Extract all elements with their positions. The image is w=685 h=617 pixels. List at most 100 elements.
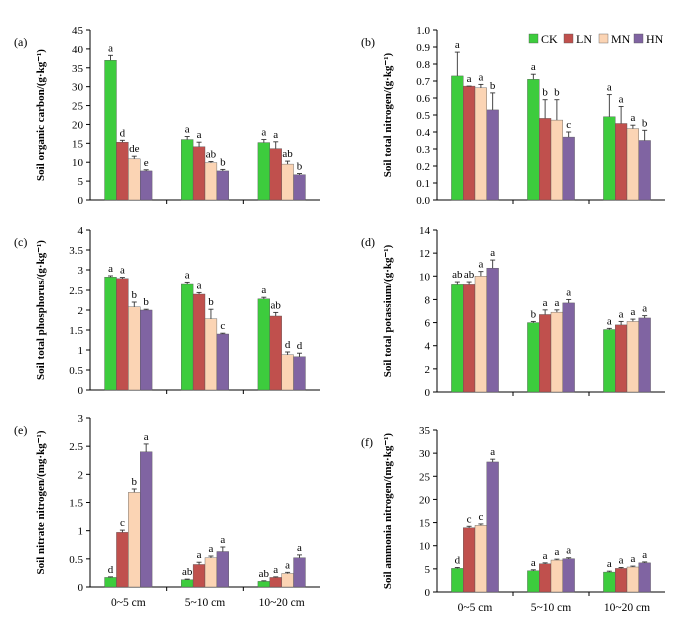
y-tick-label: 4 [425, 341, 431, 353]
significance-letter: d [285, 339, 291, 351]
y-tick-label: 1.0 [416, 25, 430, 37]
y-tick-label: 0.5 [416, 110, 430, 122]
y-tick-label: 35 [419, 425, 431, 437]
y-tick-label: 1.5 [69, 498, 83, 510]
significance-letter: a [543, 550, 548, 562]
y-tick-label: 0.3 [416, 144, 430, 156]
y-tick-label: 0.5 [69, 554, 83, 566]
significance-letter: a [220, 534, 225, 546]
bar-hn [140, 170, 153, 201]
significance-letter: a [619, 94, 624, 106]
significance-letter: a [490, 446, 495, 458]
bar-hn [140, 451, 153, 588]
x-category-label: 10~20 cm [604, 602, 650, 614]
y-tick-label: 1 [78, 345, 84, 357]
significance-letter: a [285, 559, 290, 571]
y-tick-label: 2 [78, 469, 84, 481]
bar-ln [615, 123, 628, 201]
significance-letter: b [297, 161, 303, 173]
panel-label: (f) [361, 435, 373, 449]
y-tick-label: 3 [78, 265, 84, 277]
significance-letter: c [566, 119, 571, 131]
bar-mn [281, 163, 294, 201]
bar-mn [474, 87, 487, 201]
bar-ck [181, 579, 194, 588]
y-tick-label: 5 [425, 564, 431, 576]
bar-hn [486, 109, 499, 201]
chart-panel-b: (b) Soil total nitrogen/(g·kg⁻¹) 0.0 0.1 0.2… [361, 25, 665, 207]
bar-ln [539, 314, 552, 393]
bar-ck [603, 116, 616, 201]
y-tick-label: 4 [78, 225, 84, 237]
significance-letter: e [144, 157, 149, 169]
significance-letter: b [531, 308, 537, 320]
panel-label: (a) [14, 35, 27, 49]
legend-label-hn: HN [646, 32, 664, 46]
bar-ck [104, 60, 117, 201]
bar-ln [269, 577, 282, 588]
bar-ln [192, 146, 206, 201]
y-tick-label: 0.0 [416, 195, 430, 207]
significance-letter: de [129, 143, 140, 155]
bar-ln [116, 278, 129, 391]
significance-letter: b [490, 80, 496, 92]
y-tick-label: 2 [78, 305, 84, 317]
significance-letter: a [197, 279, 202, 291]
y-tick-label: 0 [425, 387, 431, 399]
significance-letter: b [132, 289, 138, 301]
bar-mn [204, 557, 218, 588]
y-tick-label: 2.5 [69, 441, 83, 453]
bar-ck [104, 277, 117, 391]
significance-letter: a [543, 297, 548, 309]
significance-letter: a [630, 553, 635, 565]
bar-ck [603, 329, 616, 393]
significance-letter: a [197, 129, 202, 141]
bar-hn [140, 309, 153, 391]
bar-ln [192, 564, 206, 588]
y-tick-label: 3.5 [69, 245, 83, 257]
y-tick-label: 35 [72, 63, 84, 75]
significance-letter: a [261, 127, 266, 139]
bar-ck [181, 283, 194, 391]
y-axis-label: Soil nitrate nitrogen/(mg·kg⁻¹) [35, 430, 47, 574]
y-tick-label: 0.5 [69, 365, 83, 377]
bar-ck [527, 322, 540, 393]
bar-ln [463, 527, 476, 593]
y-axis-label: Soil organic carbon/(g·kg⁻¹) [35, 49, 47, 181]
bar-mn [128, 158, 141, 201]
y-tick-label: 8 [425, 294, 431, 306]
significance-letter: a [630, 306, 635, 318]
significance-letter: a [185, 269, 190, 281]
y-tick-label: 10 [72, 157, 84, 169]
significance-letter: ab [206, 148, 217, 160]
chart-panel-f: (f) Soil ammonia nitrogen/(mg·kg⁻¹) 0 5 10 15… [361, 425, 665, 614]
legend-label-ln: LN [576, 32, 592, 46]
bar-hn [216, 170, 229, 201]
bar-mn [204, 318, 218, 391]
y-tick-label: 0 [78, 385, 84, 397]
bar-ln [539, 118, 552, 201]
significance-letter: a [197, 549, 202, 561]
significance-letter: ab [452, 269, 463, 281]
panel-label: (b) [361, 35, 375, 49]
bar-hn [293, 356, 306, 391]
panel-label: (c) [14, 235, 27, 249]
bar-ck [104, 577, 117, 588]
y-tick-label: 10 [419, 541, 431, 553]
bar-mn [626, 566, 639, 593]
significance-letter: ab [271, 299, 282, 311]
significance-letter: a [531, 61, 536, 73]
significance-letter: a [455, 39, 460, 51]
significance-letter: b [143, 296, 149, 308]
y-tick-label: 40 [72, 44, 84, 56]
legend-swatch-ck [528, 33, 539, 44]
y-tick-label: 20 [72, 119, 84, 131]
y-axis-label: Soil total nitrogen/(g·kg⁻¹) [382, 52, 394, 177]
y-tick-label: 14 [419, 225, 431, 237]
bar-hn [216, 333, 229, 391]
y-tick-label: 0.6 [416, 93, 430, 105]
y-tick-label: 0 [78, 582, 84, 594]
significance-letter: d [297, 340, 303, 352]
bar-ln [615, 568, 628, 593]
bar-mn [281, 354, 294, 391]
